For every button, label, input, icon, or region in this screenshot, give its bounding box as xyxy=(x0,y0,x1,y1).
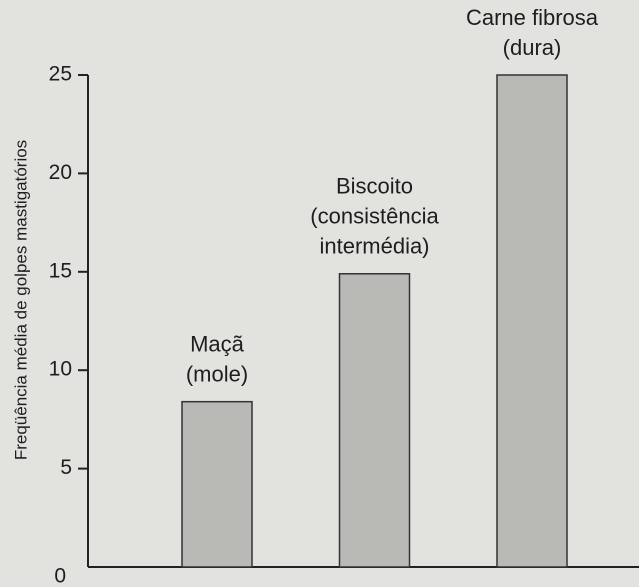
category-label: intermédia) xyxy=(319,234,429,259)
y-tick-label: 10 xyxy=(49,358,72,381)
category-label: Carne fibrosa xyxy=(466,5,599,30)
bar xyxy=(338,273,411,568)
category-label: Biscoito xyxy=(336,174,413,199)
bar xyxy=(496,74,568,568)
bar xyxy=(181,400,253,568)
category-label: (dura) xyxy=(503,35,562,60)
y-tick-label: 20 xyxy=(49,161,72,184)
category-label: Maçã xyxy=(190,332,245,357)
category-label: (consistência xyxy=(310,204,439,229)
y-tick-label: 5 xyxy=(60,456,72,479)
y-tick-label: 25 xyxy=(49,63,72,86)
category-label: (mole) xyxy=(186,362,248,387)
y-axis-label: Freqüência média de golpes mastigatórios xyxy=(11,140,30,460)
y-tick-label: 15 xyxy=(49,259,72,282)
y-tick-label: 0 xyxy=(54,565,66,587)
